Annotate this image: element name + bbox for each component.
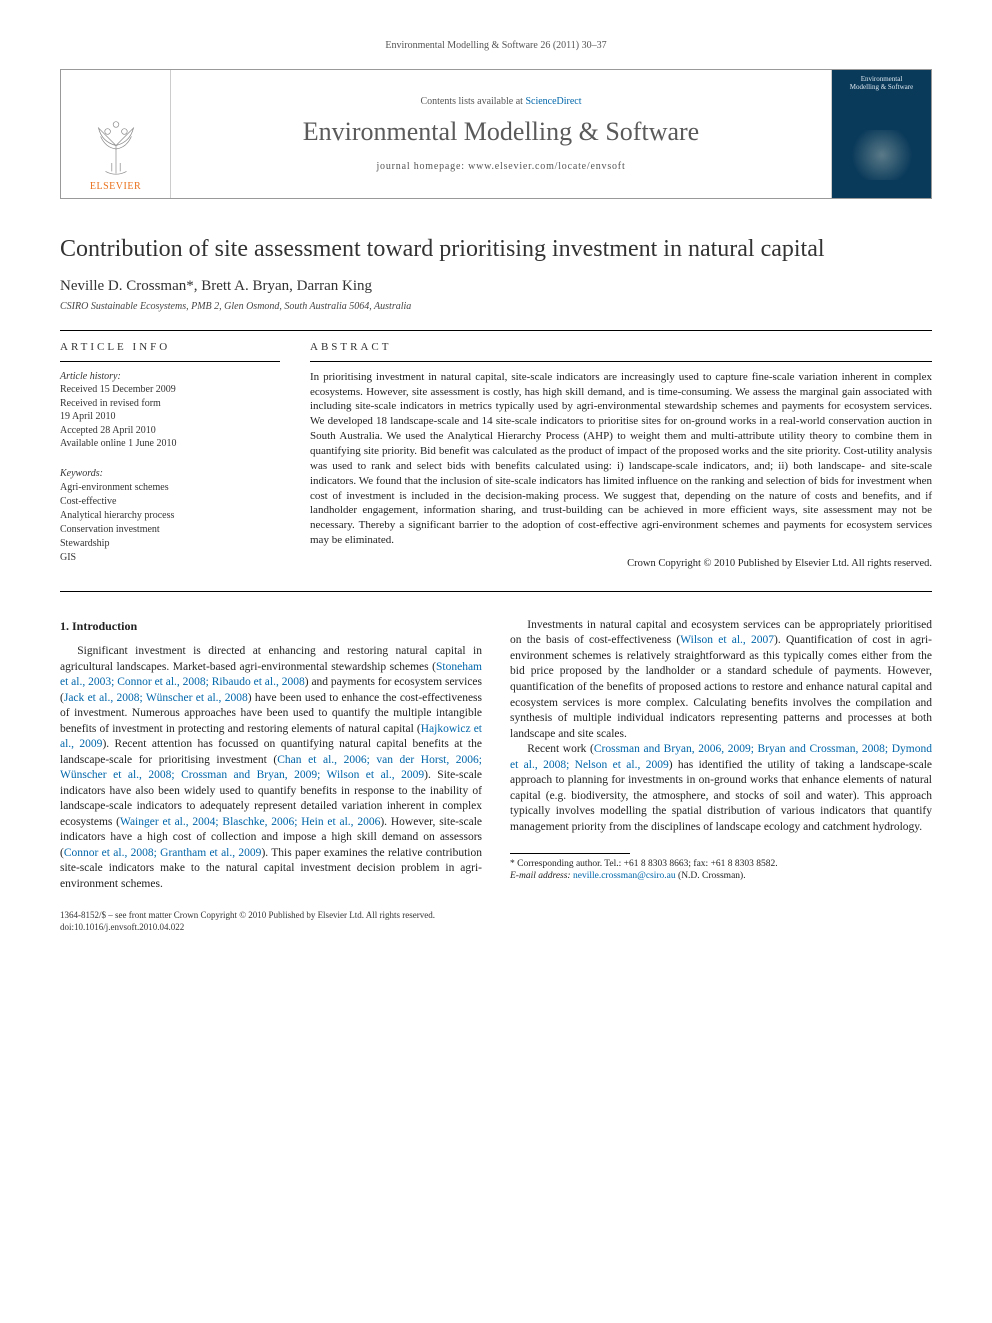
issn-copyright-line: 1364-8152/$ – see front matter Crown Cop… [60, 910, 932, 922]
keyword-item: Agri-environment schemes [60, 481, 280, 495]
keyword-item: Stewardship [60, 537, 280, 551]
rule-below-abstract [60, 591, 932, 592]
citation-link[interactable]: Wilson et al., 2007 [680, 634, 774, 646]
email-label: E-mail address: [510, 871, 573, 881]
journal-title: Environmental Modelling & Software [303, 117, 699, 147]
citation-link[interactable]: Connor et al., 2008; Grantham et al., 20… [64, 847, 262, 859]
page-footer: 1364-8152/$ – see front matter Crown Cop… [60, 910, 932, 933]
body-paragraph: Significant investment is directed at en… [60, 644, 482, 892]
rule-above-info [60, 330, 932, 331]
cover-title: Environmental Modelling & Software [832, 76, 931, 91]
journal-cover-thumb: Environmental Modelling & Software [831, 70, 931, 198]
contents-prefix: Contents lists available at [420, 96, 525, 107]
history-revised-l2: 19 April 2010 [60, 410, 280, 424]
keyword-item: Analytical hierarchy process [60, 509, 280, 523]
cover-art-icon [847, 130, 917, 180]
body-two-columns: 1. Introduction Significant investment i… [60, 618, 932, 892]
footnote-email-line: E-mail address: neville.crossman@csiro.a… [510, 870, 932, 882]
abstract-copyright: Crown Copyright © 2010 Published by Else… [310, 558, 932, 569]
footnote-corr-line: * Corresponding author. Tel.: +61 8 8303… [510, 858, 932, 870]
article-history-block: Article history: Received 15 December 20… [60, 370, 280, 451]
citation-link[interactable]: Wainger et al., 2004; Blaschke, 2006; He… [120, 816, 380, 828]
article-info-heading: article info [60, 341, 280, 353]
email-link[interactable]: neville.crossman@csiro.au [573, 871, 676, 881]
homepage-url: www.elsevier.com/locate/envsoft [468, 161, 625, 172]
abstract-heading: abstract [310, 341, 932, 353]
section-heading-intro: 1. Introduction [60, 618, 482, 634]
running-header: Environmental Modelling & Software 26 (2… [60, 40, 932, 51]
abstract-column: abstract In prioritising investment in n… [310, 341, 932, 569]
keywords-label: Keywords: [60, 467, 280, 481]
publisher-name: ELSEVIER [90, 181, 141, 192]
body-paragraph: Investments in natural capital and ecosy… [510, 618, 932, 742]
elsevier-tree-icon [81, 107, 151, 177]
article-title: Contribution of site assessment toward p… [60, 235, 932, 264]
journal-center-block: Contents lists available at ScienceDirec… [171, 70, 831, 198]
corresponding-author-footnote: * Corresponding author. Tel.: +61 8 8303… [510, 858, 932, 883]
homepage-prefix: journal homepage: [376, 161, 468, 172]
author-list: Neville D. Crossman*, Brett A. Bryan, Da… [60, 278, 932, 295]
cover-title-l2: Modelling & Software [832, 84, 931, 92]
keywords-block: Keywords: Agri-environment schemes Cost-… [60, 467, 280, 565]
info-abstract-row: article info Article history: Received 1… [60, 341, 932, 569]
rule-under-abstract-head [310, 361, 932, 362]
keyword-item: Cost-effective [60, 495, 280, 509]
history-revised-l1: Received in revised form [60, 397, 280, 411]
abstract-text: In prioritising investment in natural ca… [310, 370, 932, 548]
history-online: Available online 1 June 2010 [60, 437, 280, 451]
keyword-item: Conservation investment [60, 523, 280, 537]
body-paragraph: Recent work (Crossman and Bryan, 2006, 2… [510, 742, 932, 835]
history-accepted: Accepted 28 April 2010 [60, 424, 280, 438]
contents-available-line: Contents lists available at ScienceDirec… [420, 96, 581, 107]
article-info-column: article info Article history: Received 1… [60, 341, 280, 569]
publisher-logo-block: ELSEVIER [61, 70, 171, 198]
journal-header-box: ELSEVIER Contents lists available at Sci… [60, 69, 932, 199]
history-label: Article history: [60, 370, 280, 384]
journal-homepage-line: journal homepage: www.elsevier.com/locat… [376, 161, 625, 172]
text-run: Significant investment is directed at en… [60, 645, 482, 673]
affiliation-line: CSIRO Sustainable Ecosystems, PMB 2, Gle… [60, 301, 932, 312]
doi-line: doi:10.1016/j.envsoft.2010.04.022 [60, 922, 932, 934]
sciencedirect-link[interactable]: ScienceDirect [525, 96, 581, 107]
text-run: Recent work ( [527, 743, 594, 755]
text-run: ). Quantification of cost in agri-enviro… [510, 634, 932, 739]
rule-under-info-head [60, 361, 280, 362]
footnote-rule [510, 853, 630, 854]
history-received: Received 15 December 2009 [60, 383, 280, 397]
email-suffix: (N.D. Crossman). [676, 871, 746, 881]
keyword-item: GIS [60, 551, 280, 565]
citation-link[interactable]: Jack et al., 2008; Wünscher et al., 2008 [64, 692, 248, 704]
